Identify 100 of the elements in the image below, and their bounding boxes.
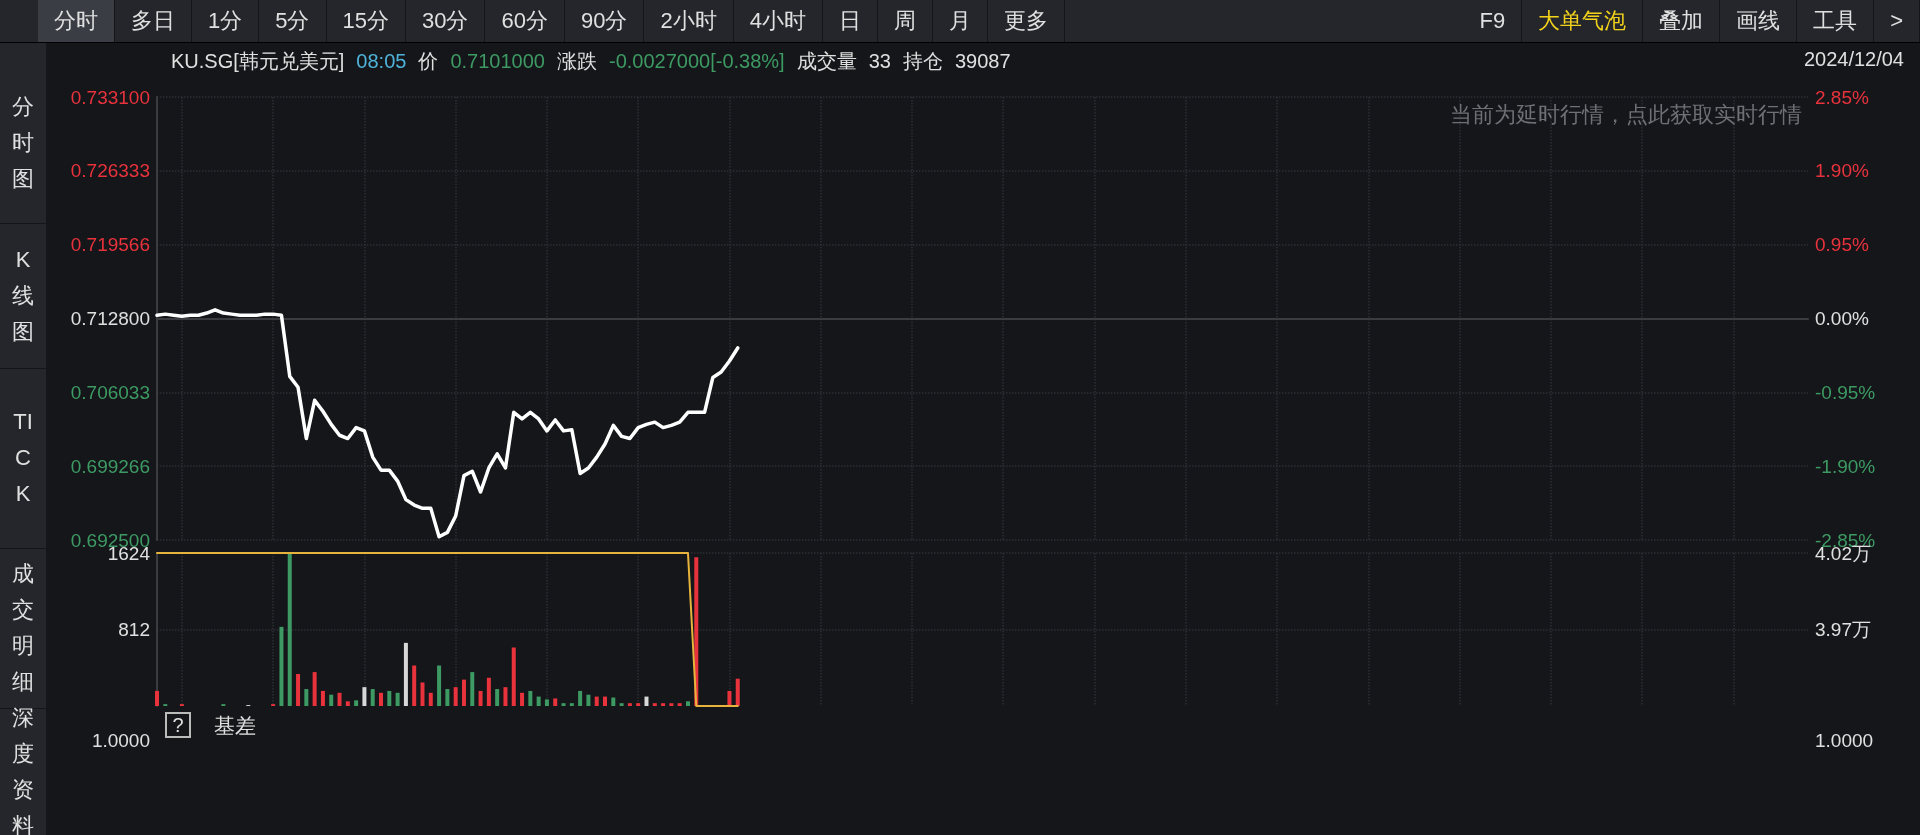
- y-tick-label: 0.712800: [70, 308, 150, 329]
- text: ?: [165, 712, 191, 738]
- y-tick-label: 0.719566: [70, 234, 150, 256]
- text: 39087: [954, 50, 1011, 72]
- text: 成交量: [796, 50, 857, 72]
- text: 分时图: [11, 93, 35, 193]
- text: 涨跌: [556, 50, 597, 72]
- y-tick-label: 0.733100: [70, 86, 150, 108]
- bar: [296, 673, 301, 706]
- bar: [354, 700, 359, 706]
- bar: [495, 689, 500, 706]
- bar: [486, 677, 491, 706]
- bar: [661, 703, 666, 706]
- bar: [362, 687, 367, 706]
- y-tick-label: 812: [118, 619, 150, 640]
- bar: [603, 696, 608, 706]
- text: TICK: [12, 408, 34, 508]
- bar: [594, 696, 599, 706]
- bar: [412, 665, 417, 706]
- y-tick-label: 0.699266: [70, 455, 150, 477]
- bar: [677, 703, 682, 706]
- bar: [403, 642, 408, 706]
- bar: [437, 665, 442, 706]
- bar: [685, 701, 690, 706]
- bar: [478, 690, 483, 706]
- text: 60分: [485, 0, 565, 42]
- text: 日: [822, 0, 878, 42]
- y2-tick-label: 1.90%: [1815, 160, 1869, 182]
- text: 月: [932, 0, 988, 42]
- text: 大单气泡: [1522, 0, 1644, 42]
- text: 2小时: [644, 0, 734, 42]
- text: F9: [1463, 0, 1523, 42]
- bar: [611, 697, 616, 706]
- text: 1.0000: [91, 730, 150, 752]
- bar: [536, 696, 541, 706]
- bar: [453, 687, 458, 706]
- text: 30分: [405, 0, 486, 42]
- text: 画线: [1720, 0, 1798, 42]
- bar: [287, 553, 292, 706]
- text: 成交明细: [11, 560, 35, 696]
- bar: [561, 703, 566, 706]
- bar: [569, 703, 574, 706]
- text: 分时: [38, 0, 115, 42]
- bar: [544, 699, 549, 706]
- y2-tick-label: 0.95%: [1815, 234, 1869, 256]
- bar: [420, 682, 425, 706]
- bar: [370, 689, 375, 706]
- text: 更多: [987, 0, 1065, 42]
- y-tick-label: 0.706033: [70, 381, 150, 403]
- bar: [669, 703, 674, 706]
- text: 0.7101000: [450, 50, 545, 72]
- text: 08:05: [356, 50, 407, 72]
- text: 15分: [326, 0, 406, 42]
- bar: [586, 694, 591, 706]
- y2-tick-label: -0.95%: [1815, 381, 1876, 403]
- bar: [387, 690, 392, 706]
- bar: [528, 690, 533, 706]
- bar: [470, 672, 475, 706]
- text: 1分: [192, 0, 260, 42]
- bar: [461, 679, 466, 706]
- bar: [727, 690, 732, 706]
- text: >: [1874, 0, 1920, 42]
- text: 深度资料: [11, 703, 35, 835]
- bar: [279, 626, 284, 706]
- bar: [345, 701, 350, 706]
- bar: [395, 692, 400, 706]
- bar: [329, 694, 334, 706]
- text: 5分: [259, 0, 327, 42]
- y-tick-label: 0.726333: [70, 160, 150, 182]
- y2-tick-label: -1.90%: [1815, 455, 1876, 477]
- text: 4小时: [733, 0, 823, 42]
- text: -0.0027000[-0.38%]: [608, 50, 785, 72]
- bar: [320, 690, 325, 706]
- text: 多日: [115, 0, 192, 42]
- bar: [619, 703, 624, 706]
- annotation: 当前为延时行情，点此获取实时行情: [1450, 101, 1802, 129]
- bar: [379, 692, 384, 706]
- bar: [503, 687, 508, 706]
- bar: [735, 678, 740, 706]
- text: 基差: [214, 713, 256, 739]
- text: 价: [418, 50, 439, 72]
- bar: [636, 703, 641, 706]
- bar: [511, 647, 516, 706]
- text: KU.SG[韩元兑美元]: [171, 50, 345, 72]
- bar: [553, 698, 558, 706]
- bar: [428, 692, 433, 706]
- bar: [627, 703, 632, 706]
- bar: [644, 696, 649, 706]
- text: 2024/12/04: [1803, 48, 1904, 71]
- bar: [304, 689, 309, 706]
- y2-tick-label: 3.97万: [1815, 619, 1871, 640]
- text: 90分: [564, 0, 645, 42]
- bar: [520, 692, 525, 706]
- text: 1.0000: [1815, 730, 1874, 752]
- bar: [652, 703, 657, 706]
- text: 叠加: [1643, 0, 1721, 42]
- bar: [445, 689, 450, 706]
- text: 工具: [1797, 0, 1875, 42]
- bar: [155, 690, 159, 706]
- bar: [337, 692, 342, 706]
